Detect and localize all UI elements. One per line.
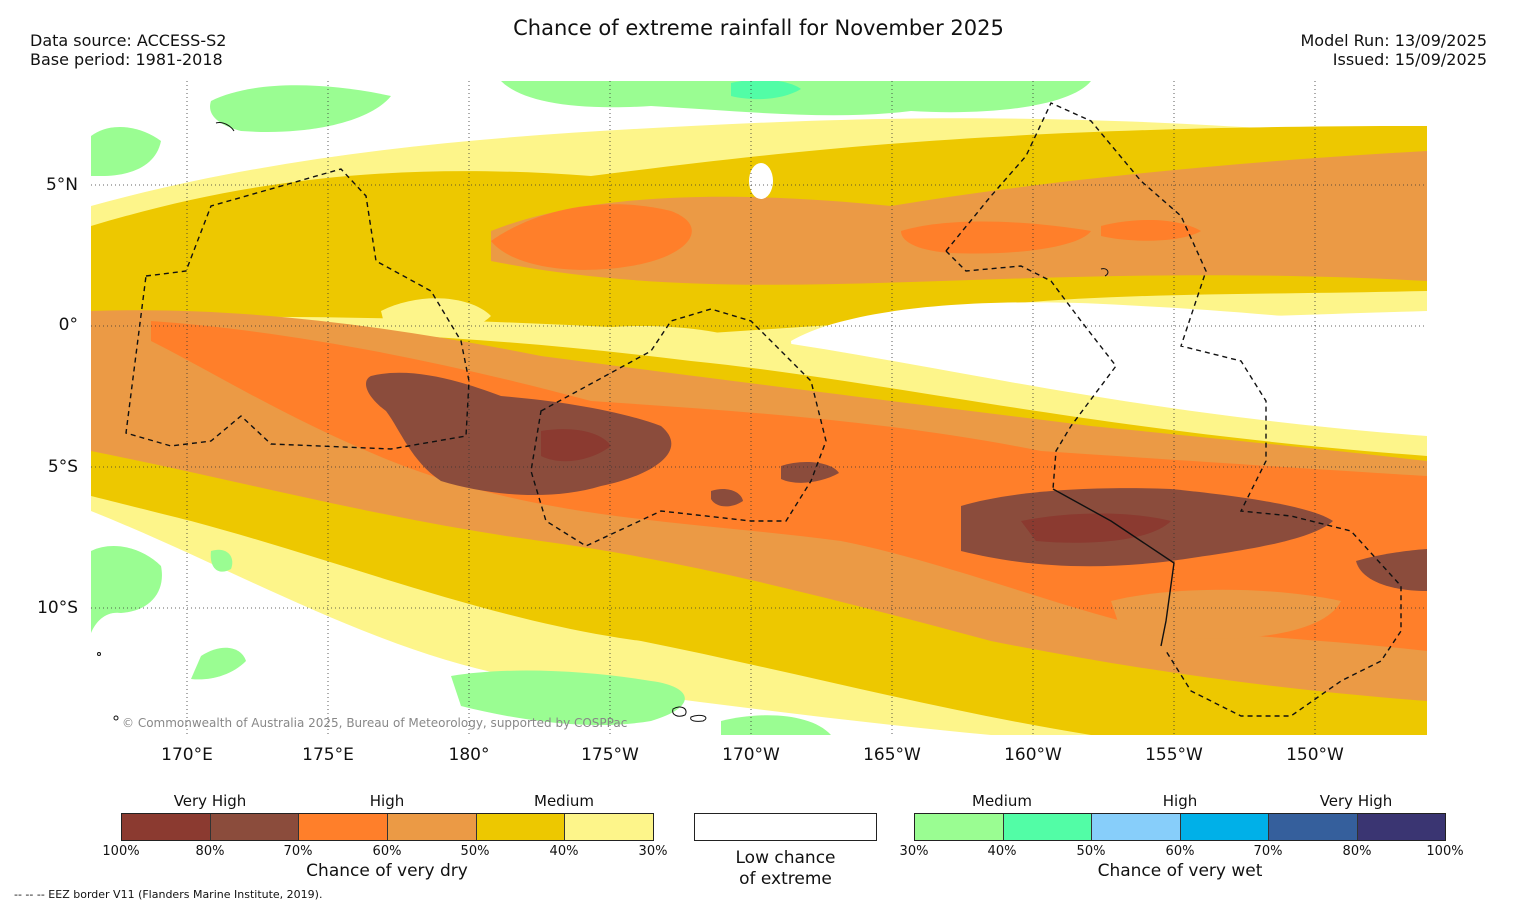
wet-tick: 40% [987, 844, 1017, 859]
dry-tick: 60% [372, 844, 402, 859]
eez-line-islands-inner [945, 250, 1117, 490]
lon-label-150w: 150°W [1286, 745, 1344, 765]
dry-tick: 70% [283, 844, 313, 859]
rainfall-map [91, 81, 1427, 735]
very-dry-core-small [711, 489, 743, 507]
lat-label-5s: 5°S [47, 457, 78, 477]
run-info: Model Run: 13/09/2025 Issued: 15/09/2025 [1301, 31, 1488, 69]
wet-tick: 80% [1342, 844, 1372, 859]
dry-swatch-6 [565, 814, 654, 840]
lon-label-175e: 175°E [302, 745, 354, 765]
lon-label-170w: 170°W [722, 745, 780, 765]
south-green-patch-3 [451, 670, 685, 726]
dry-swatch-5 [476, 814, 566, 840]
dry-colorbar [121, 813, 654, 841]
south-green-patch-2 [191, 647, 246, 680]
north-dark-orange-patch-2 [901, 221, 1091, 254]
eez-tokelau-samoa [530, 308, 827, 547]
dry-category-medium: Medium [534, 792, 594, 810]
source-info: Data source: ACCESS-S2 Base period: 1981… [30, 31, 226, 69]
lon-label-160w: 160°W [1004, 745, 1062, 765]
wet-category-medium: Medium [972, 792, 1032, 810]
wet-colorbar [914, 813, 1446, 841]
data-source: Data source: ACCESS-S2 [30, 31, 227, 50]
wet-tick: 70% [1253, 844, 1283, 859]
dry-swatch-1 [122, 814, 211, 840]
north-dark-orange-patch-3 [1101, 219, 1201, 241]
lon-label-155w: 155°W [1145, 745, 1203, 765]
issued-date: Issued: 15/09/2025 [1332, 50, 1487, 69]
eez-kiribati-gilbert [125, 168, 470, 450]
map-title: Chance of extreme rainfall for November … [513, 16, 1004, 40]
island-outlines [97, 122, 1109, 722]
very-dry-core-west [366, 372, 672, 496]
wet-category-very-high: Very High [1319, 792, 1393, 810]
eez-borders [125, 102, 1402, 717]
dry-category-very-high: Very High [173, 792, 247, 810]
wet-swatch-6 [1357, 814, 1445, 840]
north-green-patch-1 [501, 81, 1091, 116]
low-chance-caption-line1: Low chance [735, 848, 836, 868]
dry-tick: 30% [638, 844, 668, 859]
wet-caption: Chance of very wet [1097, 861, 1263, 881]
lon-label-165w: 165°W [863, 745, 921, 765]
north-white-patch [749, 163, 773, 199]
north-dark-orange-patch-1 [491, 204, 692, 270]
dry-swatch-4 [388, 814, 477, 840]
lat-label-5n: 5°N [45, 175, 78, 195]
low-chance-swatch [694, 813, 877, 841]
very-dry-core-west-dark [541, 429, 611, 462]
lon-label-170e: 170°E [161, 745, 213, 765]
north-green-patch-4 [91, 126, 161, 176]
south-green-patch-5 [210, 549, 233, 572]
eez-kiribati-line [945, 102, 1402, 717]
wet-tick: 30% [899, 844, 929, 859]
wet-swatch-5 [1269, 814, 1358, 840]
low-chance-caption: Low chance of extreme [694, 848, 877, 890]
wet-tick: 50% [1076, 844, 1106, 859]
gridlines [91, 81, 1427, 735]
wet-tick: 60% [1165, 844, 1195, 859]
lon-label-175w: 175°W [581, 745, 639, 765]
north-green-patch-2 [731, 81, 801, 100]
wet-swatch-2 [1003, 814, 1092, 840]
base-period: Base period: 1981-2018 [30, 50, 223, 69]
eez-solid-border [1052, 488, 1175, 647]
wet-category-high: High [1162, 792, 1198, 810]
lat-label-0: 0° [58, 315, 78, 335]
very-dry-core-far-east [1356, 549, 1427, 591]
dry-caption: Chance of very dry [306, 861, 468, 881]
copyright-notice: © Commonwealth of Australia 2025, Bureau… [122, 716, 628, 730]
wet-swatch-4 [1180, 814, 1269, 840]
dry-tick: 50% [460, 844, 490, 859]
dry-category-high: High [369, 792, 405, 810]
dry-tick: 80% [195, 844, 225, 859]
dry-tick: 40% [549, 844, 579, 859]
dry-tick: 100% [102, 844, 140, 859]
lon-label-180: 180° [448, 745, 490, 765]
north-green-patch-3 [210, 85, 391, 132]
model-run: Model Run: 13/09/2025 [1300, 31, 1488, 50]
eez-footnote: -- -- -- EEZ border V11 (Flanders Marine… [14, 888, 323, 901]
wet-swatch-1 [915, 814, 1004, 840]
dry-swatch-2 [210, 814, 300, 840]
lat-label-10s: 10°S [37, 598, 78, 618]
wet-swatch-3 [1092, 814, 1181, 840]
low-chance-caption-line2: of extreme [739, 869, 832, 889]
dry-swatch-3 [299, 814, 389, 840]
south-green-patch-1 [91, 546, 162, 633]
north-orange-band [491, 151, 1427, 285]
south-green-patch-4 [721, 715, 831, 735]
wet-tick: 100% [1426, 844, 1464, 859]
